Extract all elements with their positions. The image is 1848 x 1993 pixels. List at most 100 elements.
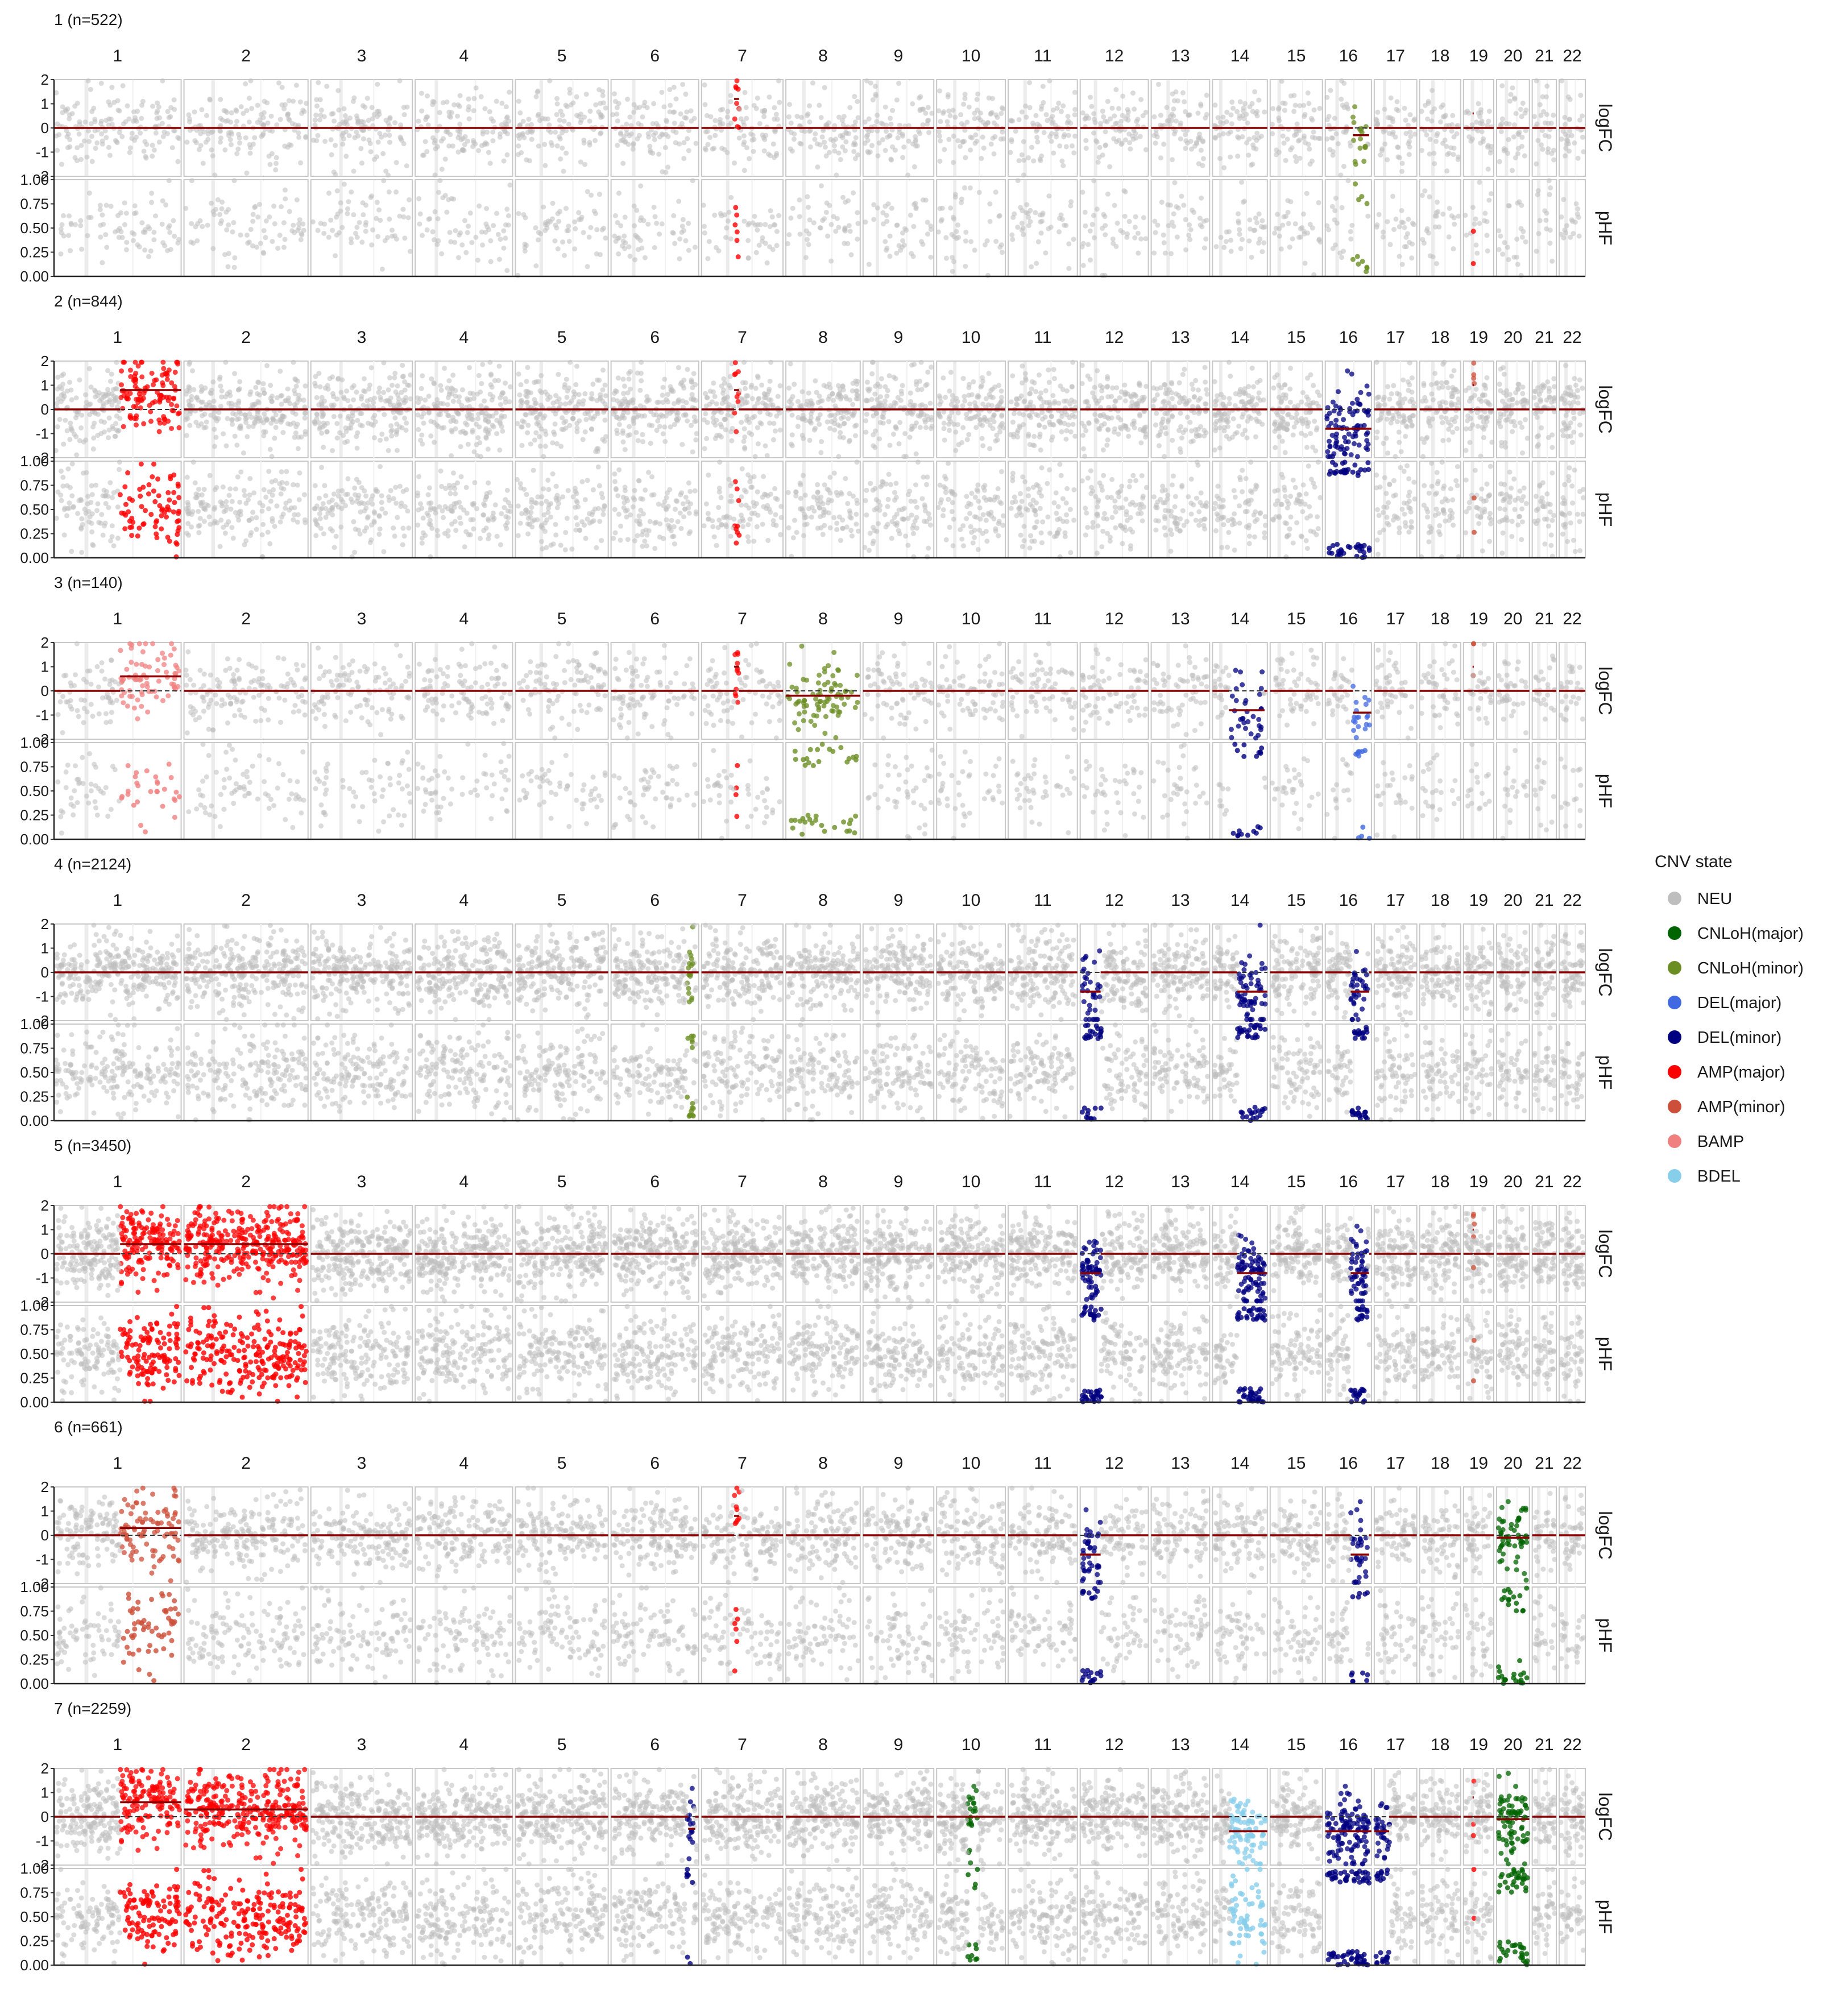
phf-point	[1249, 255, 1254, 260]
phf-point	[825, 234, 830, 239]
logfc-point	[358, 146, 363, 151]
phf-point	[576, 210, 581, 216]
phf-point	[1259, 249, 1265, 254]
logfc-point	[419, 109, 424, 114]
logfc-point	[97, 390, 102, 395]
logfc-point	[634, 105, 639, 110]
phf-point	[660, 221, 665, 226]
phf-point	[479, 230, 484, 235]
phf-point	[1301, 212, 1306, 217]
logfc-point	[1281, 134, 1286, 139]
logfc-point	[1444, 144, 1449, 149]
logfc-point	[864, 78, 869, 84]
logfc-point	[1066, 114, 1071, 119]
logfc-point	[313, 384, 318, 389]
phf-point	[303, 517, 308, 523]
phf-point	[1402, 225, 1407, 230]
phf-point	[919, 239, 924, 244]
logfc-point	[1204, 112, 1209, 117]
logfc-point	[959, 121, 964, 126]
logfc-point	[319, 430, 324, 436]
phf-point	[223, 499, 229, 504]
logfc-point	[1407, 152, 1412, 157]
logfc-point	[550, 143, 555, 148]
logfc-point	[212, 399, 217, 404]
logfc-point	[1100, 152, 1105, 158]
logfc-point	[646, 135, 651, 140]
logfc-point	[262, 391, 267, 396]
logfc-point	[1499, 129, 1504, 134]
phf-point	[221, 509, 226, 514]
logfc-point	[1170, 157, 1175, 162]
logfc-point	[243, 81, 248, 86]
logfc-point	[1143, 110, 1149, 115]
phf-point	[1505, 245, 1510, 250]
logfc-point	[847, 105, 852, 110]
logfc-point	[1386, 115, 1391, 120]
phf-point	[175, 542, 180, 547]
phf-point	[59, 469, 64, 474]
logfc-point	[144, 155, 149, 160]
phf-point	[214, 485, 219, 490]
logfc-point	[259, 112, 264, 117]
logfc-point	[1562, 115, 1567, 120]
phf-point	[275, 246, 280, 251]
phf-point	[483, 221, 488, 226]
phf-point	[1548, 227, 1553, 233]
phf-point	[632, 204, 637, 209]
chromosome-label-4: 4	[459, 328, 469, 347]
phf-point	[904, 227, 909, 233]
logfc-point	[913, 143, 918, 148]
logfc-point	[563, 151, 569, 156]
phf-point	[1279, 246, 1284, 251]
phf-point	[1426, 230, 1431, 235]
logfc-point	[937, 129, 942, 134]
phf-point	[129, 525, 134, 530]
phf-point	[153, 524, 158, 529]
phf-point	[1520, 235, 1525, 240]
logfc-point	[1173, 129, 1178, 134]
phf-point	[1040, 212, 1045, 217]
phf-point	[160, 198, 165, 204]
logfc-point	[1502, 148, 1507, 154]
logfc-point	[968, 147, 973, 152]
phf-point	[453, 228, 458, 233]
logfc-point	[520, 132, 525, 138]
logfc-point	[1559, 136, 1564, 142]
logfc-point	[425, 93, 430, 98]
logfc-point	[223, 444, 229, 449]
logfc-point	[1534, 78, 1539, 84]
logfc-point	[766, 152, 771, 157]
phf-point	[338, 200, 343, 205]
phf-point	[349, 189, 354, 194]
logfc-point	[187, 362, 192, 367]
phf-point	[1332, 217, 1337, 222]
logfc-point	[390, 383, 395, 388]
logfc-point	[1567, 148, 1572, 154]
logfc-point	[672, 85, 677, 90]
logfc-point	[423, 139, 428, 144]
logfc-point	[1567, 117, 1572, 122]
phf-point	[807, 217, 813, 222]
phf-point	[1400, 262, 1405, 267]
clone-block-2: 2 (n=844)1234567891011121314151617181920…	[20, 292, 1615, 566]
logfc-point	[1487, 109, 1492, 114]
phf-point	[370, 502, 375, 507]
logfc-point	[876, 154, 881, 159]
logfc-point	[815, 164, 820, 169]
logfc-point	[1189, 147, 1194, 152]
logfc-point	[272, 436, 277, 441]
logfc-point	[833, 136, 838, 142]
logfc-point	[972, 116, 977, 121]
phf-point	[633, 233, 638, 238]
logfc-point	[395, 392, 400, 397]
logfc-point	[694, 141, 699, 146]
logfc-point	[106, 145, 111, 150]
logfc-point	[389, 433, 394, 438]
phf-point	[165, 248, 170, 253]
phf-point	[1083, 223, 1088, 229]
logfc-point	[314, 412, 319, 417]
phf-point	[280, 480, 285, 485]
logfc-point	[68, 421, 73, 426]
phf-point	[1171, 223, 1176, 229]
